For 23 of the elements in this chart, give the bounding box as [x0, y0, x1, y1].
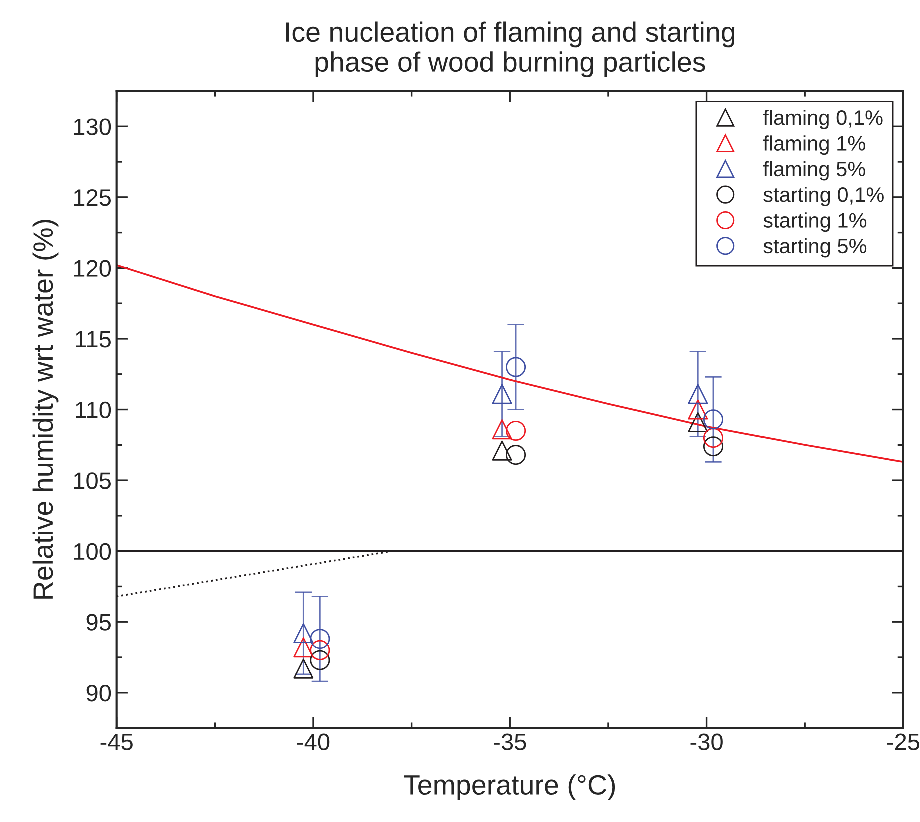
- y-tick-label: 120: [74, 260, 112, 277]
- x-tick-label: -45: [100, 734, 133, 750]
- y-tick-label: 110: [76, 402, 112, 419]
- y-tick-label: 105: [74, 472, 111, 490]
- chart-title: Ice nucleation of flaming and starting phase of wood burning particles: [286, 22, 735, 78]
- legend-label: flaming 0,1%: [763, 110, 883, 130]
- x-tick-label: -30: [690, 734, 723, 750]
- legend-label: starting 1%: [764, 212, 867, 232]
- x-axis-title: Temperature (°C): [404, 774, 616, 800]
- legend-label: flaming 5%: [763, 161, 866, 181]
- x-tick-label: -25: [887, 734, 920, 750]
- y-tick-label: 125: [74, 189, 111, 206]
- y-tick-label: 90: [86, 684, 112, 702]
- y-tick-label: 130: [74, 118, 112, 136]
- y-tick-label: 115: [76, 331, 111, 348]
- legend-label: starting 5%: [764, 238, 867, 258]
- x-tick-label: -40: [297, 734, 330, 750]
- legend-label: starting 0,1%: [764, 187, 884, 206]
- y-axis-title: Relative humidity wrt water (%): [32, 220, 59, 599]
- y-tick-label: 100: [74, 543, 112, 560]
- y-tick-label: 95: [86, 614, 111, 631]
- x-tick-label: -35: [494, 734, 526, 750]
- legend-label: flaming 1%: [763, 136, 866, 156]
